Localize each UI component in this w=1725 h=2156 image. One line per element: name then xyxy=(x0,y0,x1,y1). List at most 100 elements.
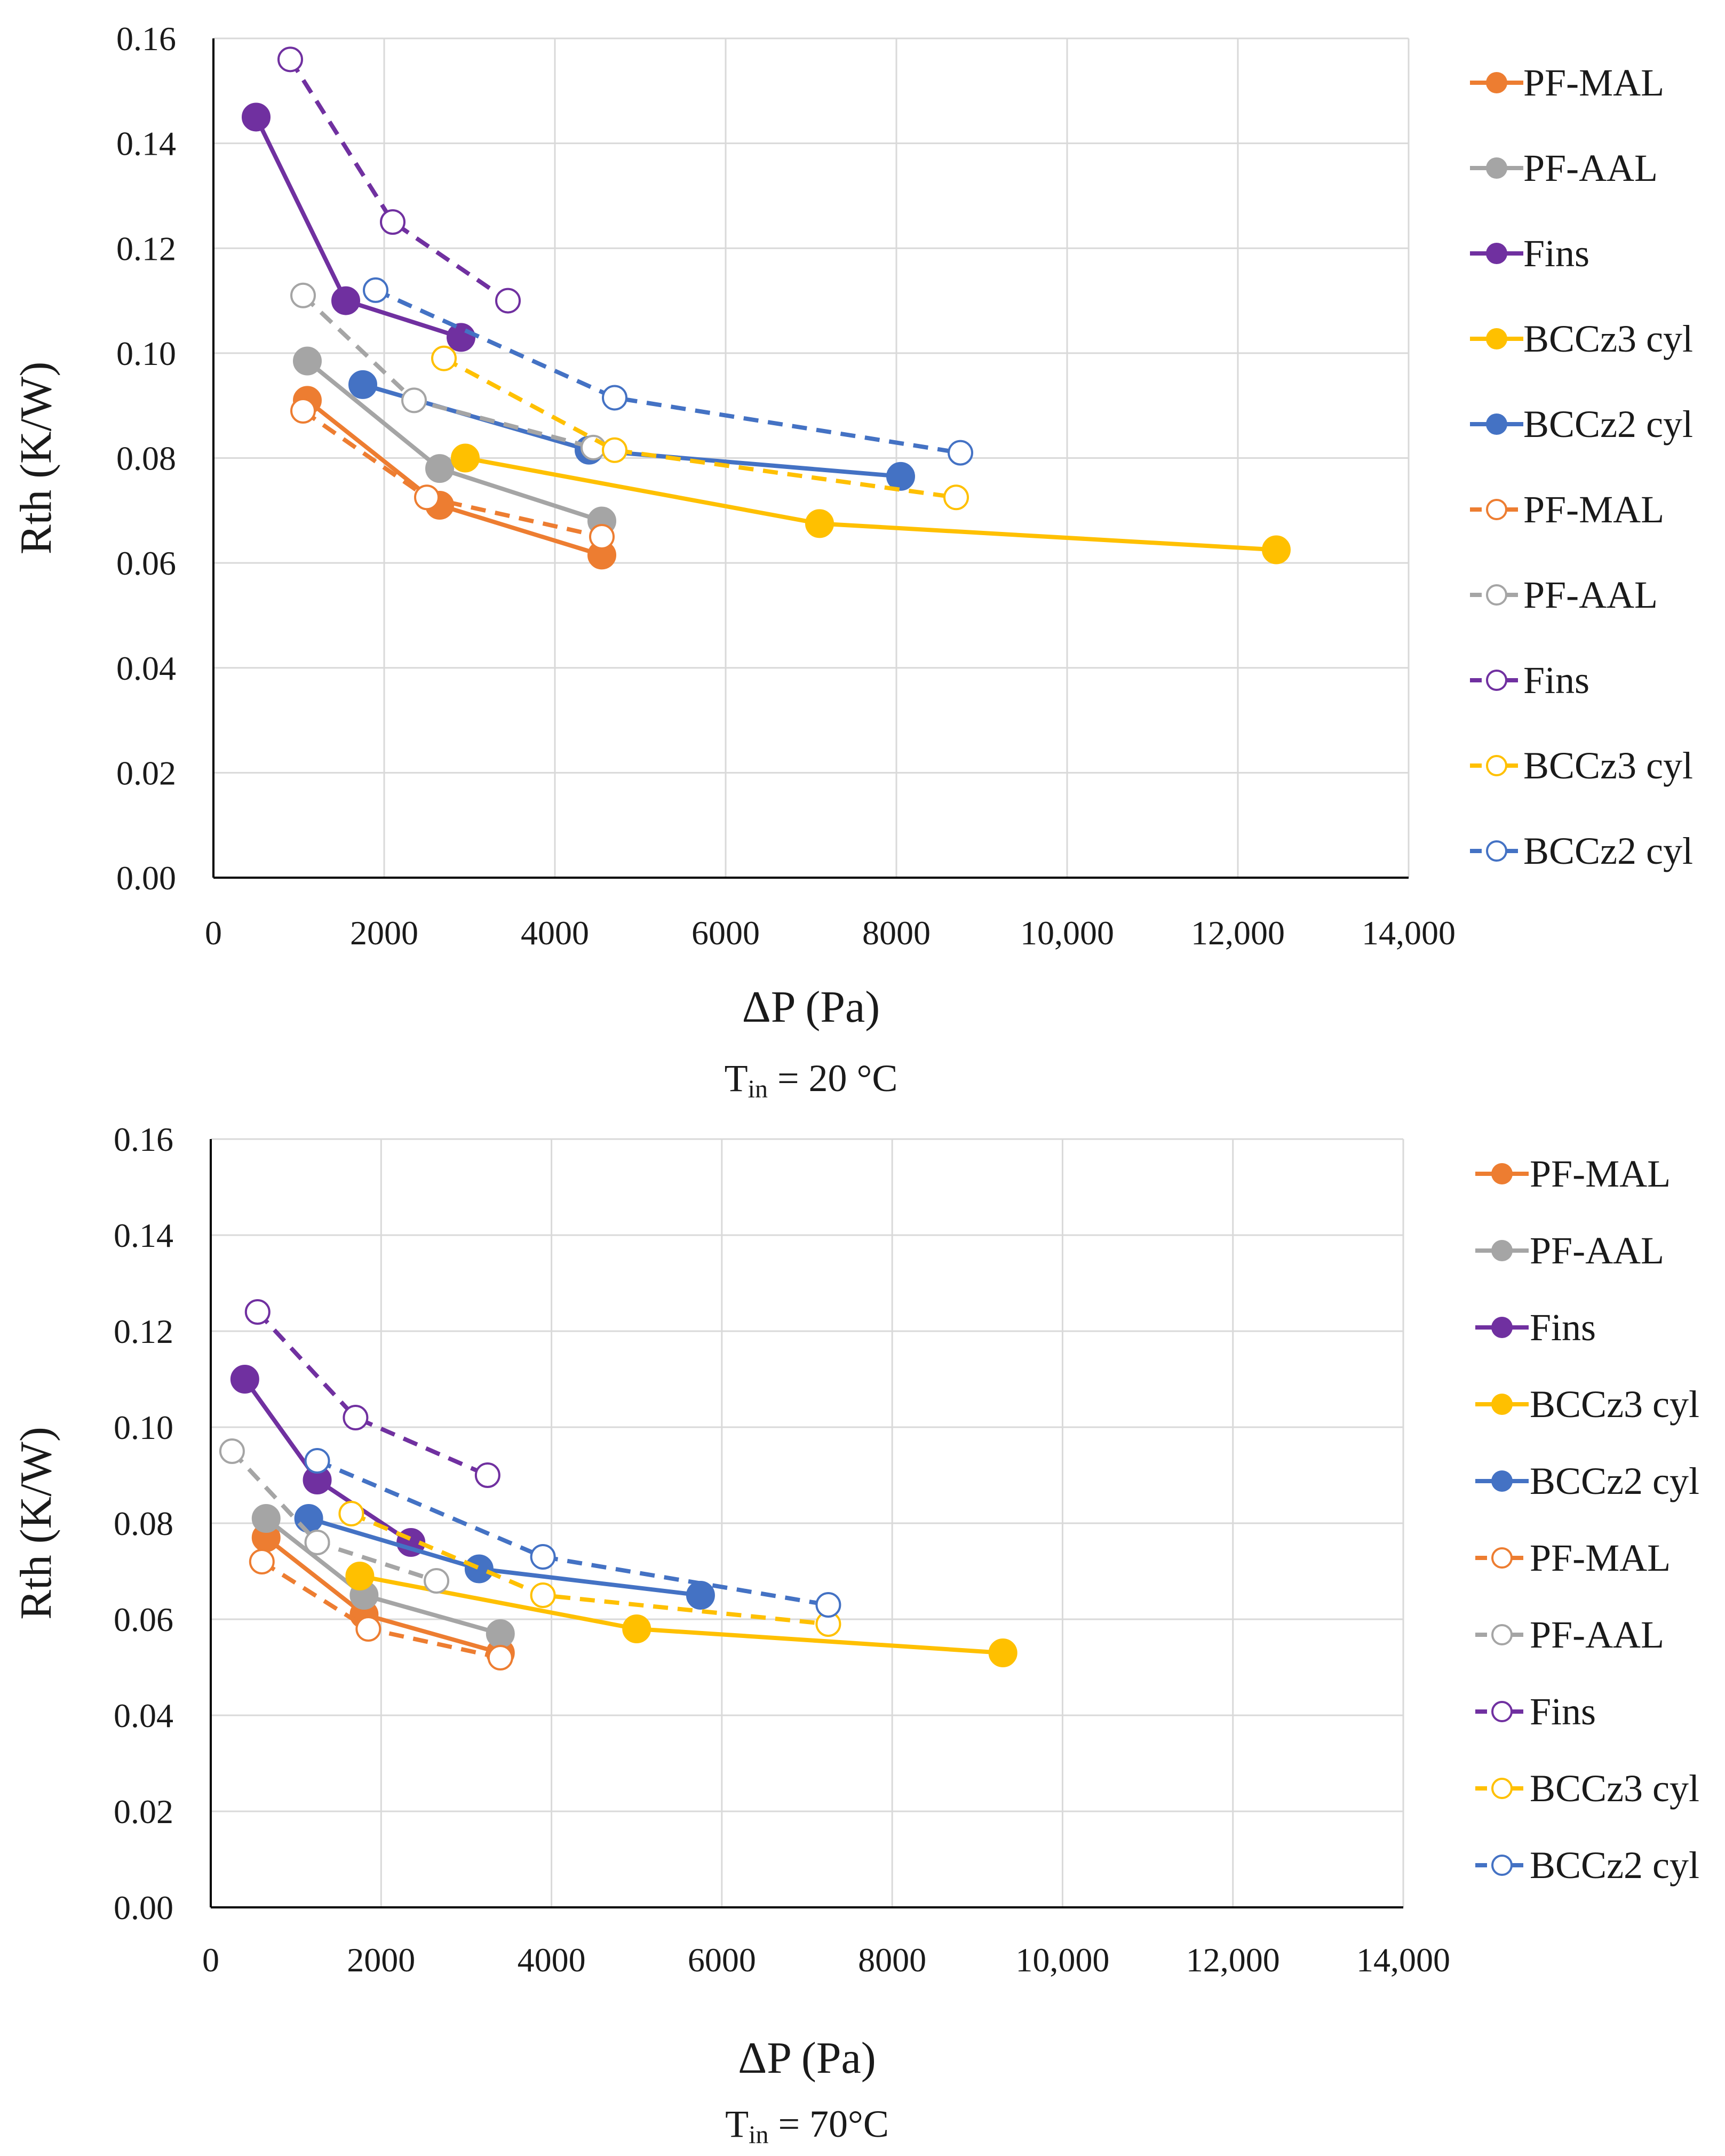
data-point-bccz3-cyl-solid xyxy=(1262,535,1291,564)
data-point-fins-solid xyxy=(230,1365,259,1394)
series-fins-dashed xyxy=(277,46,521,314)
data-point-bccz2-cyl-dashed xyxy=(363,277,388,303)
caption-rest: = 20 °C xyxy=(768,1057,897,1100)
y-tick-label: 0.08 xyxy=(114,1505,173,1542)
legend-label: PF-AAL xyxy=(1523,574,1658,616)
data-point-pf-aal-dashed xyxy=(290,282,316,308)
legend-marker xyxy=(1491,1240,1513,1261)
chart-caption: Tin = 70°C xyxy=(725,2103,889,2149)
y-tick-label: 0.10 xyxy=(116,335,176,372)
legend-label: Fins xyxy=(1530,1690,1596,1733)
legend-marker xyxy=(1486,584,1507,606)
y-tick-label: 0.04 xyxy=(116,649,176,687)
x-tick-label: 0 xyxy=(202,1941,219,1979)
legend-entry-pf-mal-dashed: PF-MAL xyxy=(1475,1537,1671,1579)
data-point-pf-aal-dashed xyxy=(219,1438,245,1464)
y-tick-label: 0.06 xyxy=(114,1601,173,1638)
legend-marker xyxy=(1491,1778,1513,1799)
y-tick-label: 0.10 xyxy=(114,1409,173,1446)
data-point-fins-dashed xyxy=(380,209,406,235)
legend-marker xyxy=(1491,1701,1513,1722)
data-point-pf-aal-solid xyxy=(293,346,322,376)
x-tick-label: 12,000 xyxy=(1186,1941,1280,1979)
legend-label: BCCz2 cyl xyxy=(1530,1460,1699,1502)
legend-marker xyxy=(1491,1317,1513,1338)
y-tick-label: 0.12 xyxy=(116,229,176,267)
data-point-fins-dashed xyxy=(244,1299,271,1325)
chart-tin-20: 0 2000 4000 6000 8000 10,000 12,000 14,000 0.00 0… xyxy=(11,20,1693,1103)
legend-entry-fins-dashed: Fins xyxy=(1475,1690,1596,1733)
series-pf-mal-dashed xyxy=(290,398,615,550)
chart-tin-70: 0 2000 4000 6000 8000 10,000 12,000 14,000 0.00 0… xyxy=(11,1120,1699,2149)
legend-label: BCCz2 cyl xyxy=(1523,830,1693,872)
series-pf-aal-solid xyxy=(251,1504,515,1648)
y-tick-label: 0.12 xyxy=(114,1312,173,1350)
y-tick-label: 0.04 xyxy=(114,1697,173,1735)
legend-label: BCCz3 cyl xyxy=(1523,744,1693,787)
legend-marker xyxy=(1491,1394,1513,1415)
series-line-fins-dashed xyxy=(256,1310,489,1477)
data-point-bccz3-cyl-dashed xyxy=(943,484,969,511)
data-point-pf-mal-dashed xyxy=(487,1645,513,1670)
legend-label: BCCz2 cyl xyxy=(1530,1844,1699,1887)
y-tick-label: 0.14 xyxy=(114,1216,173,1254)
data-point-pf-mal-dashed xyxy=(589,523,615,550)
data-point-bccz3-cyl-solid xyxy=(451,443,480,473)
data-point-fins-dashed xyxy=(343,1405,369,1430)
series-line-bccz2-cyl-dashed xyxy=(316,1459,829,1607)
y-axis-title: Rth (K/W) xyxy=(11,362,61,555)
legend-marker xyxy=(1486,413,1507,435)
x-tick-label: 4000 xyxy=(518,1941,586,1979)
x-tick-label: 12,000 xyxy=(1191,914,1285,952)
chart-caption: Tin = 20 °C xyxy=(725,1057,898,1103)
y-tick-label: 0.02 xyxy=(116,754,176,792)
data-point-bccz3-cyl-dashed xyxy=(530,1582,556,1608)
legend-label: BCCz3 cyl xyxy=(1530,1767,1699,1810)
legend-entry-bccz3-cyl-dashed: BCCz3 cyl xyxy=(1475,1767,1699,1810)
y-tick-label: 0.16 xyxy=(114,1120,173,1158)
data-point-bccz3-cyl-dashed xyxy=(431,345,457,371)
series-line-bccz2-cyl-dashed xyxy=(375,288,961,455)
series-bccz3-cyl-dashed xyxy=(431,345,969,511)
data-point-bccz2-cyl-dashed xyxy=(530,1544,556,1570)
legend-label: BCCz2 cyl xyxy=(1523,403,1693,445)
legend-label: PF-AAL xyxy=(1530,1613,1664,1656)
data-point-fins-solid xyxy=(447,323,475,352)
data-point-bccz2-cyl-solid xyxy=(464,1554,494,1584)
legend-label: BCCz3 cyl xyxy=(1523,317,1693,360)
y-tick-label: 0.02 xyxy=(114,1793,173,1831)
legend-marker xyxy=(1491,1547,1513,1569)
series-bccz3-cyl-dashed xyxy=(338,1501,841,1637)
legend-entry-bccz3-cyl-solid: BCCz3 cyl xyxy=(1475,1383,1699,1426)
series-pf-mal-dashed xyxy=(249,1549,513,1670)
x-tick-label: 8000 xyxy=(862,914,931,952)
data-point-bccz3-cyl-dashed xyxy=(602,437,627,463)
data-point-pf-aal-dashed xyxy=(304,1530,330,1555)
legend-entry-bccz2-cyl-solid: BCCz2 cyl xyxy=(1475,1460,1699,1502)
data-point-bccz2-cyl-solid xyxy=(886,462,915,491)
legend-label: PF-MAL xyxy=(1523,61,1664,104)
data-point-bccz2-cyl-solid xyxy=(294,1504,323,1533)
legend-entry-fins-solid: Fins xyxy=(1475,1306,1596,1349)
series-fins-dashed xyxy=(244,1299,500,1488)
y-tick-label: 0.08 xyxy=(116,440,176,478)
x-tick-label: 4000 xyxy=(521,914,589,952)
legend-entry-bccz3-cyl-solid: BCCz3 cyl xyxy=(1470,317,1693,360)
y-tick-label: 0.00 xyxy=(114,1889,173,1927)
legend-entry-bccz2-cyl-dashed: BCCz2 cyl xyxy=(1475,1844,1699,1887)
legend-entry-pf-mal-dashed: PF-MAL xyxy=(1470,488,1664,531)
legend-entry-fins-solid: Fins xyxy=(1470,232,1589,275)
series-line-fins-dashed xyxy=(288,58,510,303)
caption-main: T xyxy=(725,2103,749,2145)
data-point-pf-mal-dashed xyxy=(414,484,440,511)
data-point-fins-solid xyxy=(242,102,271,132)
data-point-pf-aal-dashed xyxy=(424,1568,450,1594)
x-axis-title: ΔP (Pa) xyxy=(742,982,880,1032)
x-tick-label: 14,000 xyxy=(1356,1941,1450,1979)
legend-marker xyxy=(1486,755,1507,776)
legend-label: Fins xyxy=(1523,232,1589,275)
legend-entry-pf-aal-dashed: PF-AAL xyxy=(1470,574,1658,616)
series-line-pf-aal-dashed xyxy=(301,293,594,450)
series-bccz3-cyl-solid xyxy=(451,443,1291,564)
